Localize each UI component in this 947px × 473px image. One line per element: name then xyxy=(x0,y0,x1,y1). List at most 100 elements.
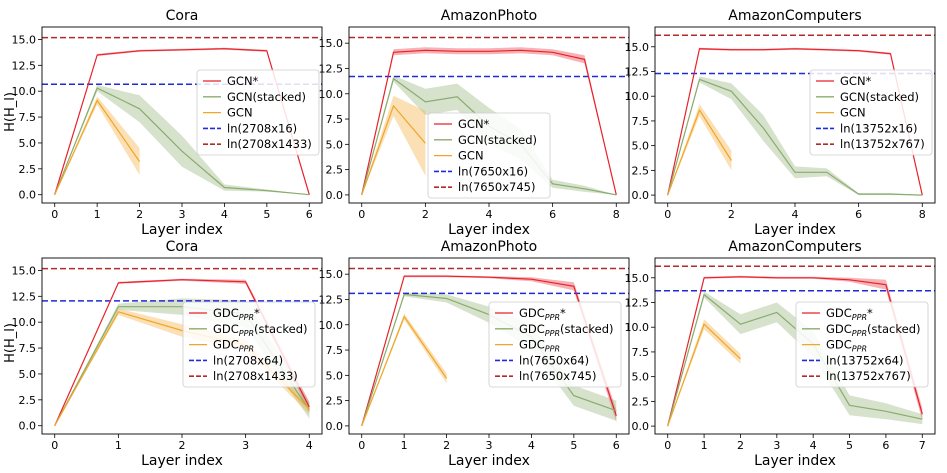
x-tick-label: 4 xyxy=(221,208,228,221)
legend-label: GCN(stacked) xyxy=(227,90,306,104)
panel-2: AmazonPhoto 0 2 4 6 8 0.0 2.5 5.0 7.5 10.0 12.5 15.0… xyxy=(319,8,630,238)
line-gcn xyxy=(667,108,732,196)
line-gdc-ppr- xyxy=(667,276,923,427)
y-tick-label: 15.0 xyxy=(319,37,344,50)
legend-box xyxy=(182,301,316,388)
plot-area xyxy=(42,36,322,196)
legend-label: GDCPPR(stacked) xyxy=(519,322,613,338)
x-tick-label: 0 xyxy=(664,439,671,452)
y-tick-label: 7.5 xyxy=(632,346,650,359)
legend-label: ln(7650x64) xyxy=(519,353,589,367)
panel-4: Cora 0 1 2 3 4 0.0 2.5 5.0 7.5 10.0 12.5 15.0 Layer i… xyxy=(12,239,323,469)
plot-area xyxy=(655,265,935,427)
y-tick-label: 7.5 xyxy=(326,344,344,357)
x-tick-label: 5 xyxy=(570,439,577,452)
legend-label: ln(13752x767) xyxy=(840,137,925,151)
x-axis-label: Layer index xyxy=(141,222,223,238)
x-tick-label: 3 xyxy=(179,208,186,221)
y-tick-label: 10.0 xyxy=(625,90,650,103)
panel-title: AmazonPhoto xyxy=(441,239,538,255)
band-gcn-stacked- xyxy=(54,85,310,195)
y-tick-label: 7.5 xyxy=(19,111,37,124)
legend-box xyxy=(795,301,929,388)
legend-label: GDCPPR* xyxy=(826,306,873,322)
y-tick-label: 0.0 xyxy=(326,189,344,202)
x-tick-label: 0 xyxy=(358,439,365,452)
y-tick-label: 7.5 xyxy=(632,115,650,128)
x-tick-label: 2 xyxy=(136,208,143,221)
x-tick-label: 4 xyxy=(306,439,313,452)
panel-6: AmazonComputers 0 1 2 3 4 5 6 7 0.0 2.5 5.0 7.5 10.0 1… xyxy=(625,239,936,469)
x-tick-label: 1 xyxy=(701,439,708,452)
line-gdc-ppr xyxy=(667,323,741,427)
band-gdc-ppr xyxy=(54,308,310,426)
legend-label: ln(2708x16) xyxy=(227,121,297,135)
line-gcn- xyxy=(54,48,310,195)
line-gdc-ppr-stacked- xyxy=(667,293,923,427)
panel-title: AmazonComputers xyxy=(728,239,861,255)
y-tick-label: 5.0 xyxy=(19,368,37,381)
band-gdc-ppr xyxy=(361,313,447,426)
line-gcn xyxy=(361,104,426,196)
band-gcn xyxy=(54,96,140,195)
y-tick-label: 12.5 xyxy=(12,59,37,72)
y-tick-label: 12.5 xyxy=(625,65,650,78)
line-gcn-stacked- xyxy=(54,87,310,196)
x-tick-label: 3 xyxy=(486,439,493,452)
legend-label: GCN(stacked) xyxy=(840,90,919,104)
y-tick-label: 5.0 xyxy=(632,140,650,153)
y-tick-label: 10.0 xyxy=(12,85,37,98)
panel-title: Cora xyxy=(166,8,199,24)
panel-title: AmazonComputers xyxy=(728,8,861,24)
panel-1: Cora 0 1 2 3 4 5 6 0.0 2.5 5.0 7.5 10.0 12.5 15.0 Layer… xyxy=(12,8,323,238)
x-tick-label: 2 xyxy=(179,439,186,452)
y-tick-label: 15.0 xyxy=(625,272,650,285)
panel-3: AmazonComputers 0 2 4 6 8 0.0 2.5 5.0 7.5 10.0 12.5… xyxy=(625,8,936,238)
legend-label: ln(7650x745) xyxy=(458,180,535,194)
y-tick-label: 2.5 xyxy=(326,164,344,177)
axes-frame xyxy=(654,257,936,435)
x-axis-label: Layer index xyxy=(448,453,530,469)
panel-title: Cora xyxy=(166,239,199,255)
legend-label: ln(13752x64) xyxy=(826,353,903,367)
legend-box xyxy=(809,69,933,156)
x-tick-label: 3 xyxy=(773,439,780,452)
x-tick-label: 5 xyxy=(846,439,853,452)
x-tick-label: 8 xyxy=(613,208,620,221)
x-tick-label: 5 xyxy=(263,208,270,221)
x-tick-label: 0 xyxy=(664,208,671,221)
legend-label: GCN xyxy=(458,149,484,163)
x-tick-label: 1 xyxy=(94,208,101,221)
row2-ylabel: H(H_l) xyxy=(3,323,18,363)
legend-label: GCN* xyxy=(840,74,872,88)
x-tick-label: 0 xyxy=(51,208,58,221)
y-tick-label: 5.0 xyxy=(326,138,344,151)
x-tick-label: 4 xyxy=(486,208,493,221)
x-tick-label: 0 xyxy=(51,439,58,452)
y-tick-label: 2.5 xyxy=(326,395,344,408)
legend-label: GCN xyxy=(227,106,253,120)
x-tick-label: 1 xyxy=(115,439,122,452)
y-tick-label: 12.5 xyxy=(319,62,344,75)
legend-label: ln(7650x745) xyxy=(519,369,596,383)
x-tick-label: 6 xyxy=(613,439,620,452)
legend-label: ln(2708x64) xyxy=(213,353,283,367)
y-tick-label: 0.0 xyxy=(19,189,37,202)
x-tick-label: 4 xyxy=(528,439,535,452)
x-tick-label: 6 xyxy=(855,208,862,221)
x-tick-label: 8 xyxy=(919,208,926,221)
legend-box xyxy=(488,301,622,388)
legend-box xyxy=(427,112,551,199)
y-tick-label: 7.5 xyxy=(19,342,37,355)
y-tick-label: 0.0 xyxy=(326,420,344,433)
x-tick-label: 3 xyxy=(242,439,249,452)
line-gcn xyxy=(54,99,141,195)
y-tick-label: 15.0 xyxy=(12,264,37,277)
x-tick-label: 1 xyxy=(401,439,408,452)
